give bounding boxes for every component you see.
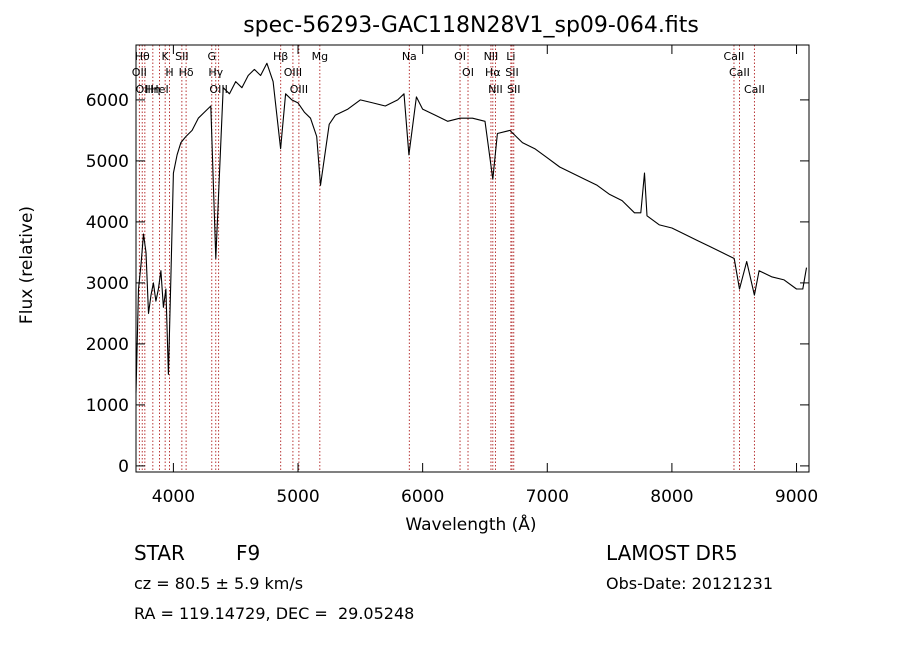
line-marker-label: Li: [506, 50, 515, 63]
line-marker-label: OIII: [284, 66, 302, 79]
line-marker-label: SII: [507, 83, 520, 96]
line-marker-label: CaII: [729, 66, 750, 79]
line-marker-label: OIII: [290, 83, 308, 96]
x-tick-label: 9000: [775, 487, 818, 507]
line-marker-label: H: [165, 66, 173, 79]
x-tick-label: 6000: [401, 487, 444, 507]
survey-name: LAMOST DR5: [606, 541, 738, 565]
line-marker-label: HeI: [150, 83, 168, 96]
line-marker-label: Na: [402, 50, 417, 63]
y-tick-label: 4000: [86, 213, 129, 233]
y-tick-label: 1000: [86, 396, 129, 416]
y-axis-ticks: 0 1000 2000 3000 4000 5000 6000: [86, 91, 809, 477]
line-marker-label: K: [162, 50, 170, 63]
y-tick-label: 0: [118, 457, 129, 477]
line-marker-label: G: [208, 50, 217, 63]
line-markers: [138, 45, 755, 472]
line-marker-label: Hα: [485, 66, 501, 79]
line-marker-label: OIII: [136, 83, 154, 96]
redshift-text: cz = 80.5 ± 5.9 km/s: [134, 574, 304, 593]
line-marker-label: Hδ: [179, 66, 194, 79]
line-marker-label: NII: [488, 83, 503, 96]
x-axis-label: Wavelength (Å): [405, 513, 536, 535]
object-subclass: F9: [236, 541, 261, 565]
y-tick-label: 3000: [86, 274, 129, 294]
line-marker-label: Mg: [312, 50, 328, 63]
line-marker-label: CaII: [744, 83, 765, 96]
line-marker-label: OI: [462, 66, 474, 79]
coordinates-text: RA = 119.14729, DEC = 29.05248: [134, 604, 415, 623]
line-marker-label: CaII: [724, 50, 745, 63]
line-marker-labels: HθOIIOIIIHηHeIKHSIIHδGHγOIIIHβOIIIOIIIMg…: [132, 50, 765, 96]
line-marker-label: SII: [505, 66, 518, 79]
line-marker-label: NII: [484, 50, 499, 63]
x-tick-label: 4000: [152, 487, 195, 507]
y-tick-label: 5000: [86, 152, 129, 172]
plot-frame: [135, 44, 810, 473]
line-marker-label: Hβ: [273, 50, 288, 63]
x-tick-label: 7000: [526, 487, 569, 507]
object-class: STAR: [134, 541, 185, 565]
y-tick-label: 6000: [86, 91, 129, 111]
chart-title: spec-56293-GAC118N28V1_sp09-064.fits: [243, 13, 699, 38]
y-tick-label: 2000: [86, 335, 129, 355]
x-tick-label: 5000: [276, 487, 319, 507]
x-axis-ticks: 4000 5000 6000 7000 8000 9000: [152, 45, 818, 507]
x-tick-label: 8000: [650, 487, 693, 507]
line-marker-label: OI: [454, 50, 466, 63]
obs-date-text: Obs-Date: 20121231: [606, 574, 774, 593]
line-marker-label: OII: [132, 66, 147, 79]
line-marker-label: Hθ: [135, 50, 150, 63]
spectrum-line: [135, 62, 808, 393]
line-marker-label: SII: [175, 50, 188, 63]
line-marker-label: Hη: [145, 83, 160, 96]
line-marker-label: Hγ: [208, 66, 223, 79]
y-axis-label: Flux (relative): [17, 206, 37, 324]
